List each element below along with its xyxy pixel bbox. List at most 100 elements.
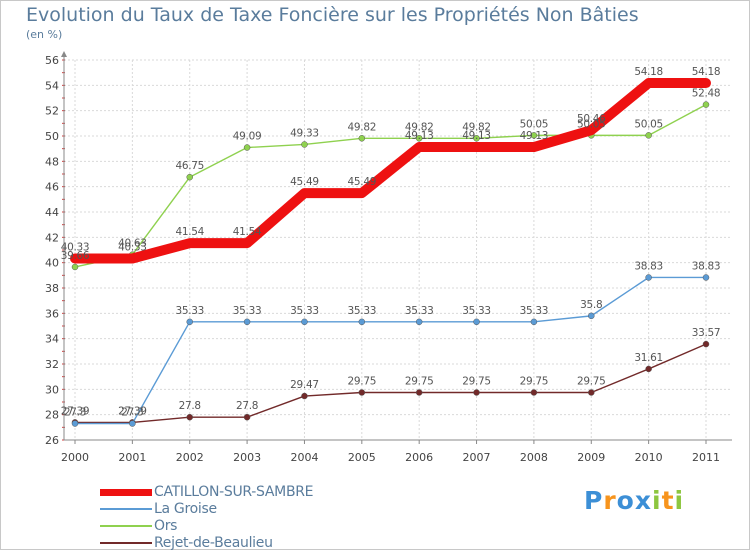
data-point (645, 365, 652, 373)
logo-letter: P (584, 486, 604, 515)
data-point (358, 135, 366, 142)
data-point (588, 312, 595, 320)
series-line (70, 78, 711, 264)
data-label: 40.33 (118, 241, 147, 253)
legend-swatch (100, 542, 152, 544)
data-label: 29.75 (577, 376, 606, 388)
data-label: 40.33 (61, 241, 90, 253)
y-axis-arrow (61, 51, 67, 57)
data-label: 29.75 (348, 376, 377, 388)
data-label: 49.82 (405, 121, 434, 133)
data-point (186, 173, 193, 181)
y-tick-label: 38 (45, 282, 59, 295)
data-point (186, 413, 193, 421)
data-point (358, 318, 366, 326)
data-label: 50.05 (634, 118, 663, 130)
x-tick-label: 2003 (233, 451, 261, 464)
y-tick-label: 54 (45, 79, 59, 92)
data-point (358, 389, 366, 396)
data-point (129, 420, 136, 427)
y-tick-label: 48 (45, 155, 59, 168)
logo-letter: x (634, 486, 652, 515)
data-point (588, 389, 595, 396)
x-tick-label: 2008 (520, 451, 548, 464)
y-tick-label: 28 (45, 409, 59, 422)
data-label: 54.18 (692, 66, 721, 78)
data-point (301, 392, 308, 400)
line-chart: 26 28 30 32 34 36 38 40 42 44 46 48 50 52 54 56 2000 2001… (45, 51, 732, 464)
x-tick-label: 2006 (405, 451, 433, 464)
x-tick-label: 2001 (118, 451, 146, 464)
x-tick-label: 2009 (577, 451, 605, 464)
y-tick-label: 34 (45, 333, 59, 346)
data-point (473, 389, 480, 396)
data-label: 35.33 (175, 305, 204, 317)
data-point (301, 141, 308, 148)
data-label: 27.3 (64, 407, 86, 419)
data-label: 49.82 (348, 121, 377, 133)
proxiti-logo: Proxiti (584, 486, 684, 515)
data-label: 27.39 (61, 405, 90, 417)
series-line (74, 103, 707, 268)
y-tick-label: 52 (45, 105, 59, 118)
chart-title: Evolution du Taux de Taxe Foncière sur l… (26, 4, 639, 26)
data-label: 49.09 (233, 131, 262, 143)
data-point (645, 274, 652, 281)
y-tick-label: 50 (45, 130, 59, 143)
y-axis-label: (en %) (26, 28, 63, 41)
data-point (301, 318, 308, 326)
logo-letter: t (661, 486, 675, 515)
data-label: 35.33 (462, 305, 491, 317)
data-label: 39.66 (61, 250, 90, 262)
data-label: 49.33 (290, 127, 319, 139)
data-label: 33.57 (692, 327, 721, 339)
data-label: 27.8 (179, 400, 201, 412)
x-tick-label: 2005 (348, 451, 376, 464)
data-point (415, 389, 423, 396)
data-point (473, 318, 480, 326)
data-label: 52.48 (692, 88, 721, 100)
x-tick-label: 2010 (635, 451, 663, 464)
legend-label: La Groise (154, 501, 217, 517)
data-label: 49.82 (462, 121, 491, 133)
data-point (702, 274, 710, 281)
data-label: 45.49 (290, 176, 319, 188)
data-label: 40.63 (118, 238, 147, 250)
legend-swatch (100, 508, 152, 510)
data-label: 45.49 (348, 176, 377, 188)
logo-letter: i (652, 486, 662, 515)
y-tick-label: 40 (45, 257, 59, 270)
y-tick-label: 32 (45, 358, 59, 371)
data-point (71, 263, 79, 271)
legend-swatch (100, 525, 152, 527)
data-label: 29.75 (520, 376, 549, 388)
data-point (645, 132, 652, 139)
data-label: 50.05 (577, 118, 606, 130)
data-label: 35.33 (348, 305, 377, 317)
data-label: 35.8 (580, 299, 602, 311)
legend-swatch (100, 489, 152, 496)
logo-letter: r (603, 486, 617, 515)
y-tick-label: 46 (45, 181, 59, 194)
data-point (415, 135, 423, 142)
data-point (702, 340, 710, 348)
data-point (473, 135, 480, 142)
y-tick-label: 30 (45, 383, 59, 396)
x-tick-label: 2004 (290, 451, 318, 464)
data-label: 27.39 (118, 405, 147, 417)
y-tick-label: 42 (45, 231, 59, 244)
data-label: 49.13 (462, 130, 491, 142)
data-label: 29.47 (290, 379, 319, 391)
y-tick-label: 56 (45, 54, 59, 67)
data-label: 41.54 (233, 226, 262, 238)
data-point (530, 318, 538, 326)
data-label: 49.13 (405, 130, 434, 142)
data-label: 35.33 (405, 305, 434, 317)
data-point (243, 318, 251, 326)
data-point (71, 420, 79, 427)
data-point (415, 318, 423, 326)
data-label: 35.33 (233, 305, 262, 317)
data-point (530, 389, 538, 396)
data-label: 54.18 (634, 66, 663, 78)
data-point (530, 132, 538, 139)
